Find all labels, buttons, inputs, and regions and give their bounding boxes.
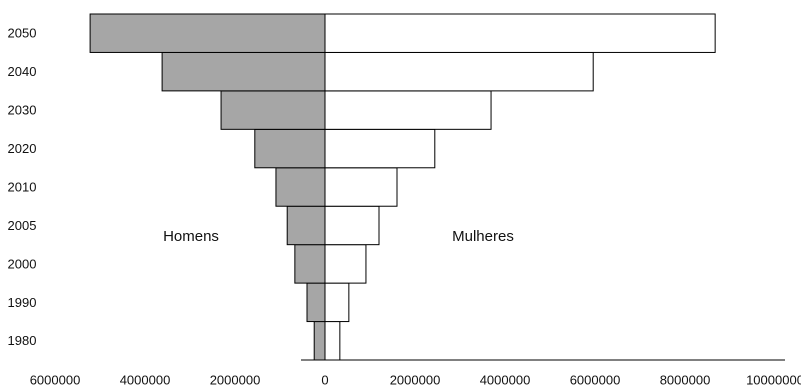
x-tick-label: 8000000 xyxy=(660,372,711,387)
bar xyxy=(220,90,326,130)
y-tick-label: 1980 xyxy=(8,333,37,348)
bar xyxy=(324,244,367,284)
bar xyxy=(324,321,341,361)
bar xyxy=(324,167,398,207)
y-tick-label: 2010 xyxy=(8,179,37,194)
x-tick-label: 6000000 xyxy=(570,372,621,387)
y-tick-label: 2050 xyxy=(8,26,37,41)
y-tick-label: 2030 xyxy=(8,103,37,118)
y-tick-label: 2000 xyxy=(8,256,37,271)
x-tick-label: 6000000 xyxy=(30,372,81,387)
y-tick-label: 2040 xyxy=(8,64,37,79)
y-tick-label: 1990 xyxy=(8,295,37,310)
bar xyxy=(324,282,350,323)
bar xyxy=(324,90,492,130)
x-tick-label: 0 xyxy=(321,372,328,387)
bar xyxy=(313,321,326,361)
x-tick-label: 2000000 xyxy=(210,372,261,387)
bar xyxy=(286,205,326,246)
series-label: Homens xyxy=(163,228,219,245)
bar xyxy=(324,205,380,246)
x-tick-label: 4000000 xyxy=(480,372,531,387)
bar xyxy=(324,51,594,92)
x-tick-label: 2000000 xyxy=(390,372,441,387)
bar xyxy=(275,167,326,207)
x-tick-label: 4000000 xyxy=(120,372,171,387)
bar xyxy=(254,128,326,169)
y-tick-label: 2005 xyxy=(8,218,37,233)
series-label: Mulheres xyxy=(452,228,514,245)
bar xyxy=(89,13,326,53)
bar xyxy=(324,128,436,169)
bar xyxy=(161,51,326,92)
bar xyxy=(294,244,326,284)
bar xyxy=(306,282,326,323)
x-tick-label: 10000000 xyxy=(746,372,801,387)
y-tick-label: 2020 xyxy=(8,141,37,156)
bar xyxy=(324,13,716,53)
